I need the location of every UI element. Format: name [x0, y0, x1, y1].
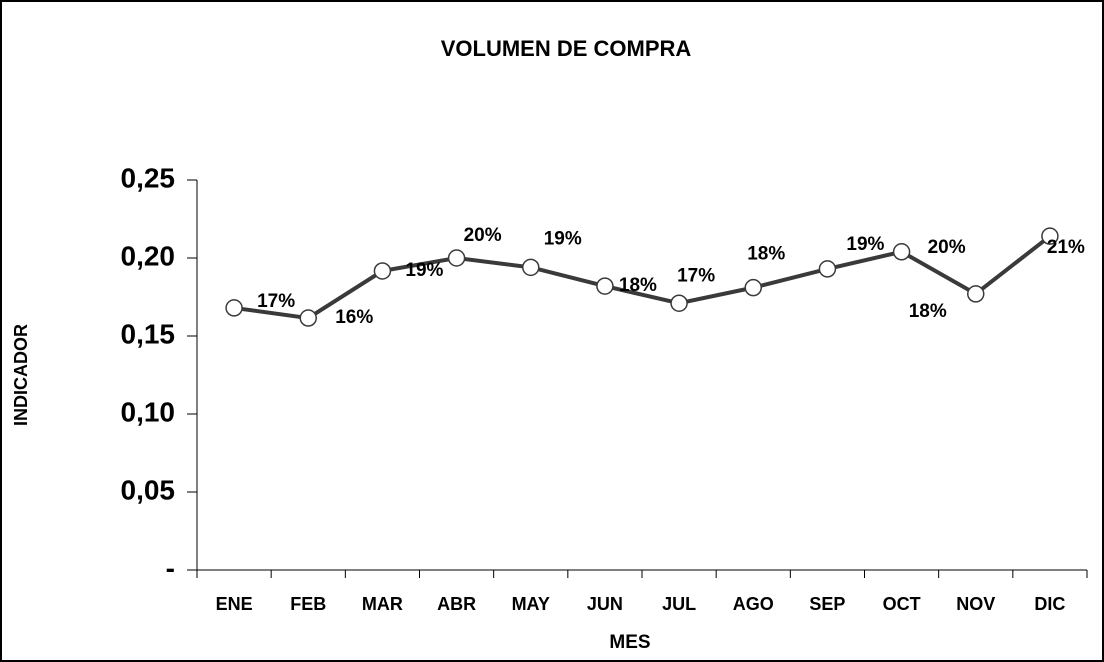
x-axis-label: MES — [609, 632, 650, 653]
marker — [1041, 227, 1059, 245]
marker — [670, 294, 688, 312]
marker — [447, 249, 466, 267]
x-tick-label: MAR — [362, 594, 403, 614]
marker — [522, 258, 540, 277]
x-tick-label: DIC — [1034, 594, 1065, 614]
data-label: 18% — [747, 244, 785, 265]
marker — [967, 285, 985, 303]
x-tick-label: FEB — [290, 594, 326, 614]
data-label: 21% — [1047, 237, 1085, 258]
marker — [373, 262, 392, 280]
data-label: 19% — [544, 228, 582, 249]
y-axis-label: INDICADOR — [11, 324, 31, 426]
marker — [225, 299, 243, 317]
x-tick-label: JUN — [587, 594, 623, 614]
x-tick-label: MAY — [512, 594, 550, 614]
data-label: 17% — [257, 291, 295, 312]
data-label: 19% — [846, 234, 884, 255]
y-tick-label: 0,15 — [121, 318, 176, 349]
chart-title: VOLUMEN DE COMPRA — [441, 36, 692, 61]
line — [233, 234, 1052, 321]
x-tick-label: SEP — [809, 594, 845, 614]
marker — [818, 260, 837, 278]
x-tick-label: ABR — [437, 594, 476, 614]
x-tick-label: JUL — [662, 594, 696, 614]
marker — [299, 309, 317, 327]
data-label: 20% — [464, 225, 502, 246]
x-tick-label: OCT — [883, 594, 921, 614]
data-label: 19% — [405, 260, 443, 281]
y-tick-label: 0,05 — [121, 474, 176, 505]
x-tick-label: ENE — [216, 594, 253, 614]
y-tick-label: - — [166, 552, 175, 583]
data-label: 18% — [909, 301, 947, 322]
marker — [744, 278, 762, 297]
x-tick-label: NOV — [956, 594, 995, 614]
y-tick-label: 0,10 — [121, 396, 176, 427]
marker — [596, 277, 614, 295]
data-label: 17% — [677, 265, 715, 286]
data-label: 18% — [619, 275, 657, 296]
y-tick-label: 0,20 — [121, 240, 176, 271]
data-label: 20% — [928, 237, 966, 258]
data-label: 16% — [335, 307, 373, 328]
x-tick-label: AGO — [733, 594, 774, 614]
marker — [892, 243, 911, 261]
y-tick-label: 0,25 — [121, 162, 176, 193]
